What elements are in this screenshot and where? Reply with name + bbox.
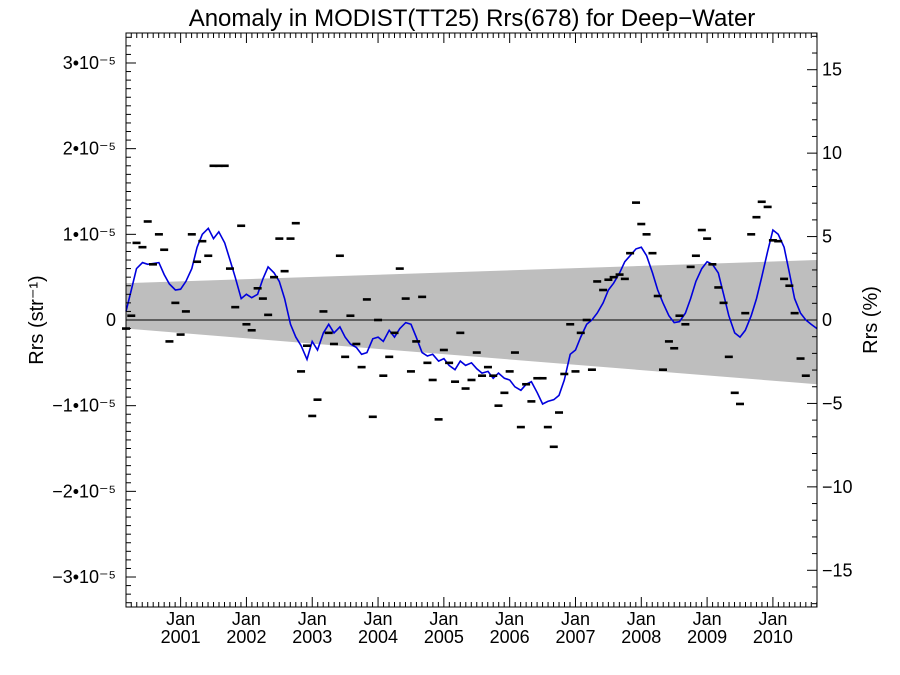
- right-tick-label: −15: [822, 560, 853, 580]
- x-tick-year-label: 2006: [490, 627, 530, 647]
- left-tick-label: 1•10⁻⁵: [63, 224, 116, 244]
- x-tick-year-label: 2001: [161, 627, 201, 647]
- x-tick-year-label: 2005: [424, 627, 464, 647]
- x-tick-month-label: Jan: [495, 609, 524, 629]
- left-axis-label: Rrs (str⁻¹): [26, 275, 48, 364]
- left-tick-label: −3•10⁻⁵: [52, 567, 116, 587]
- x-tick-month-label: Jan: [561, 609, 590, 629]
- x-axis: Jan2001Jan2002Jan2003Jan2004Jan2005Jan20…: [130, 33, 818, 647]
- x-tick-year-label: 2003: [292, 627, 332, 647]
- monthly-points-layer: [122, 164, 810, 449]
- x-tick-year-label: 2002: [226, 627, 266, 647]
- smoothed-series-layer: [125, 226, 818, 406]
- x-tick-month-label: Jan: [298, 609, 327, 629]
- right-tick-label: −5: [822, 393, 843, 413]
- left-tick-label: 0: [106, 310, 116, 330]
- right-tick-label: 0: [822, 310, 832, 330]
- right-tick-label: 5: [822, 227, 832, 247]
- x-tick-year-label: 2007: [555, 627, 595, 647]
- x-tick-month-label: Jan: [429, 609, 458, 629]
- x-tick-month-label: Jan: [364, 609, 393, 629]
- chart-title: Anomaly in MODIST(TT25) Rrs(678) for Dee…: [189, 5, 756, 32]
- x-tick-year-label: 2008: [621, 627, 661, 647]
- left-tick-label: −1•10⁻⁵: [52, 396, 116, 416]
- left-axis: 3•10⁻⁵ 2•10⁻⁵ 1•10⁻⁵ 0 −1•10⁻⁵ −2•10⁻⁵ −3•10⁻⁵: [52, 36, 136, 604]
- right-axis-label: Rrs (%): [860, 286, 882, 354]
- uncertainty-band-layer: [126, 260, 817, 385]
- x-tick-year-label: 2010: [753, 627, 793, 647]
- uncertainty-band: [126, 260, 817, 385]
- x-tick-month-label: Jan: [232, 609, 261, 629]
- right-axis: 15 10 5 0 −5 −10 −15: [807, 35, 853, 605]
- x-tick-month-label: Jan: [166, 609, 195, 629]
- right-tick-label: 15: [822, 60, 842, 80]
- right-tick-label: −10: [822, 477, 853, 497]
- left-tick-label: −2•10⁻⁵: [52, 481, 116, 501]
- x-tick-month-label: Jan: [758, 609, 787, 629]
- right-tick-label: 10: [822, 143, 842, 163]
- x-tick-month-label: Jan: [627, 609, 656, 629]
- x-tick-year-label: 2004: [358, 627, 398, 647]
- smoothed-series-line: [125, 226, 818, 406]
- left-tick-label: 2•10⁻⁵: [63, 139, 116, 159]
- x-tick-year-label: 2009: [687, 627, 727, 647]
- x-tick-month-label: Jan: [693, 609, 722, 629]
- left-tick-label: 3•10⁻⁵: [63, 53, 116, 73]
